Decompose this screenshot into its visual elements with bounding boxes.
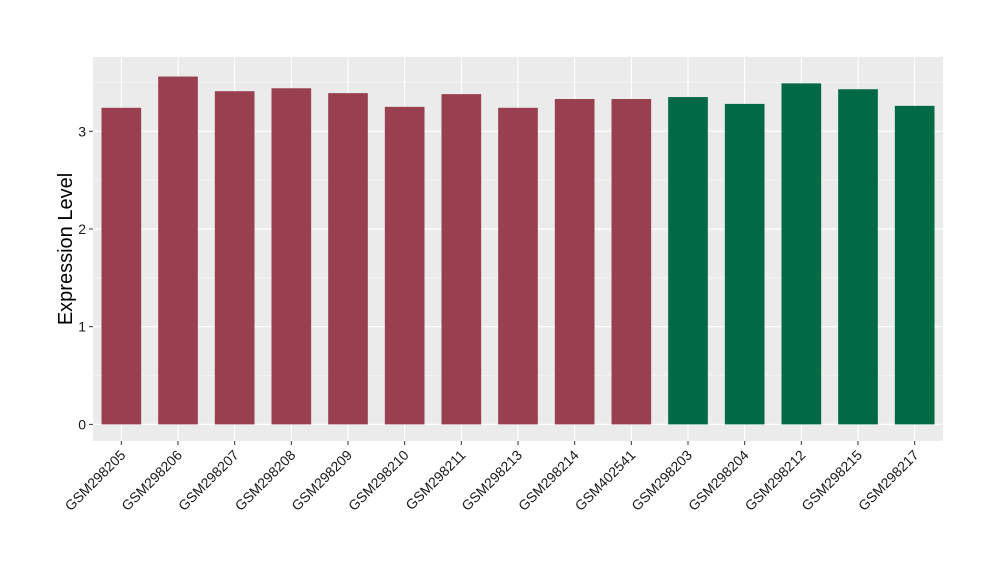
bar-GSM298207 (214, 91, 255, 425)
y-axis: 0 1 2 3 (78, 123, 93, 432)
bar-GSM298210 (384, 106, 425, 425)
bar-GSM298212 (781, 83, 822, 425)
x-tick-label: GSM298210 (345, 447, 412, 514)
bar-GSM402541 (611, 99, 652, 425)
y-tick-label: 1 (78, 319, 86, 335)
bar-GSM298203 (668, 97, 708, 425)
x-axis: GSM298205GSM298206GSM298207GSM298208GSM2… (62, 441, 922, 514)
x-tick-label: GSM298217 (855, 447, 922, 514)
bar-GSM298206 (158, 76, 198, 425)
y-axis-title: Expression Level (55, 173, 77, 325)
bar-GSM298209 (328, 93, 368, 425)
bar-GSM298204 (724, 103, 765, 425)
bars (101, 76, 935, 425)
bar-GSM298205 (101, 107, 142, 425)
bar-GSM298215 (838, 89, 878, 425)
bar-GSM298208 (271, 88, 312, 425)
y-tick-label: 2 (78, 221, 86, 237)
y-tick-label: 0 (78, 416, 86, 432)
bar-GSM298213 (498, 107, 538, 425)
bar-GSM298214 (554, 99, 595, 425)
bar-GSM298217 (894, 105, 935, 425)
y-tick-label: 3 (78, 123, 86, 139)
bar-GSM298211 (441, 94, 482, 425)
